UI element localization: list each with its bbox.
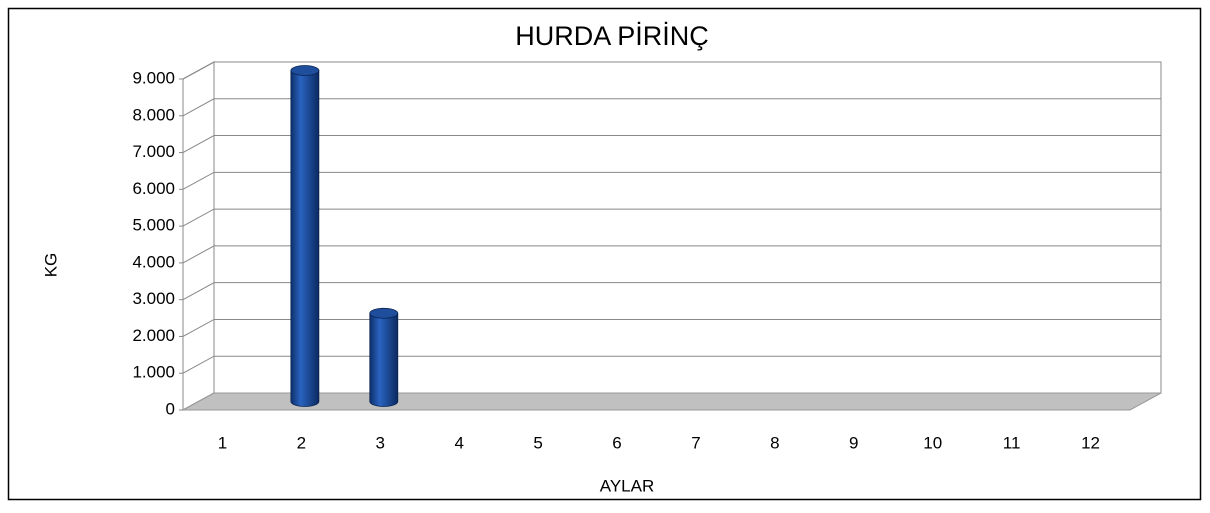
y-tick-label: 0 (166, 399, 175, 418)
x-tick-label: 6 (612, 433, 621, 452)
bar-part (369, 312, 399, 407)
x-tick-label: 1 (218, 433, 227, 452)
grid-line (182, 355, 1161, 374)
x-tick-label: 10 (923, 433, 942, 452)
y-tick-label: 5.000 (132, 216, 175, 235)
y-tick-label: 8.000 (132, 105, 175, 124)
bar-part (369, 307, 399, 319)
y-axis-label: KG (41, 253, 60, 278)
chart-title: HURDA PİRİNÇ (515, 20, 709, 51)
bar (369, 307, 399, 407)
x-tick-label: 11 (1003, 433, 1021, 452)
x-tick-label: 2 (297, 433, 306, 452)
x-tick-label: 7 (691, 433, 700, 452)
x-tick-label: 5 (533, 433, 542, 452)
grid-line (182, 245, 1161, 264)
grid-line (182, 61, 1161, 80)
bar-part (290, 65, 320, 76)
grid-line (182, 171, 1161, 190)
y-tick-label: 3.000 (132, 289, 175, 308)
y-tick-label: 4.000 (132, 252, 175, 271)
side-wall (182, 61, 215, 411)
y-tick-label: 9.000 (132, 68, 175, 87)
x-tick-label: 3 (376, 433, 385, 452)
floor (182, 392, 1162, 411)
grid-line (182, 318, 1161, 337)
x-tick-label: 9 (849, 433, 858, 452)
x-tick-label: 4 (454, 433, 463, 452)
y-tick-label: 1.000 (132, 363, 175, 382)
x-tick-label: 8 (770, 433, 779, 452)
grid-line (182, 135, 1161, 153)
x-axis-label: AYLAR (600, 476, 655, 495)
bar-part (290, 70, 320, 407)
y-tick-label: 6.000 (132, 179, 175, 198)
bar (290, 65, 320, 407)
back-wall (213, 61, 1162, 394)
grid-line (182, 98, 1161, 117)
y-tick-label: 2.000 (132, 326, 175, 345)
grid-line (182, 282, 1161, 301)
x-tick-label: 12 (1081, 433, 1100, 452)
y-tick-label: 7.000 (132, 142, 175, 161)
grid-line (182, 208, 1161, 227)
